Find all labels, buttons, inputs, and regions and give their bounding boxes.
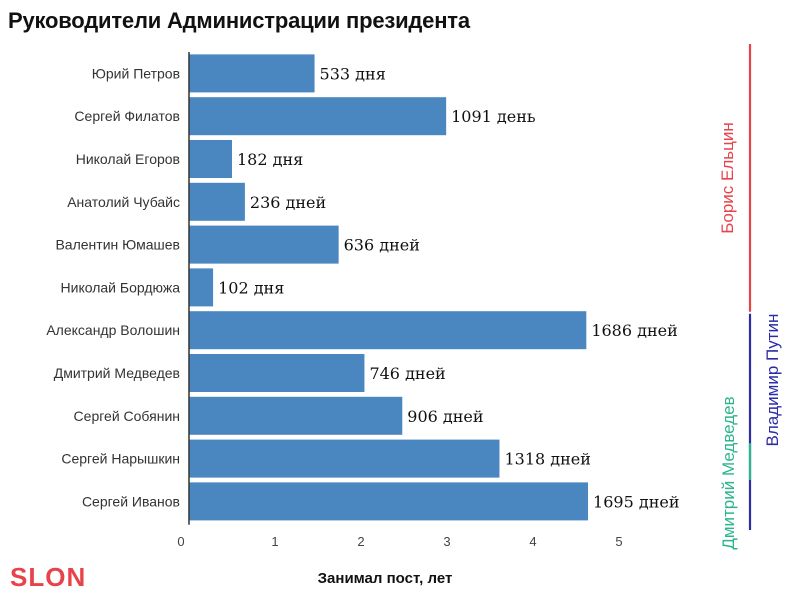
category-label: Анатолий Чубайс — [67, 194, 180, 210]
category-label: Юрий Петров — [92, 65, 180, 81]
chart-title: Руководители Администрации президента — [8, 8, 470, 33]
category-label: Сергей Собянин — [74, 408, 180, 424]
x-axis: 0 1 2 3 4 5 — [177, 52, 623, 549]
x-tick-label: 5 — [615, 534, 622, 549]
x-tick-label: 2 — [357, 534, 364, 549]
category-label: Николай Бордюжа — [61, 279, 181, 295]
bar — [189, 396, 403, 435]
value-label: 1695 дней — [593, 492, 679, 511]
x-axis-title: Занимал пост, лет — [318, 570, 453, 587]
value-label: 1686 дней — [591, 321, 677, 340]
value-label: 236 дней — [250, 193, 326, 212]
value-label: 906 дней — [407, 407, 483, 426]
period-label: Владимир Путин — [763, 314, 782, 447]
value-label: 533 дня — [320, 64, 386, 83]
category-label: Валентин Юмашев — [55, 237, 180, 253]
bar — [189, 97, 447, 136]
value-label: 1318 дней — [504, 450, 590, 469]
value-label: 182 дня — [237, 150, 303, 169]
bar — [189, 311, 587, 350]
bar — [189, 268, 214, 307]
x-tick-label: 1 — [271, 534, 278, 549]
bar — [189, 354, 365, 392]
category-label: Николай Егоров — [76, 151, 180, 167]
period-label: Дмитрий Медведев — [719, 396, 738, 549]
bar — [189, 54, 315, 93]
value-label: 636 дней — [344, 236, 420, 255]
category-label: Дмитрий Медведев — [54, 365, 180, 381]
category-label: Сергей Иванов — [82, 493, 180, 509]
presidency-periods: Борис Ельцин Владимир Путин Дмитрий Медвед… — [718, 44, 782, 550]
category-label: Александр Волошин — [46, 322, 180, 338]
x-tick-label: 4 — [529, 534, 536, 549]
category-label: Сергей Филатов — [74, 108, 180, 124]
x-tick-label: 0 — [177, 534, 184, 549]
value-label: 102 дня — [218, 278, 284, 297]
value-label: 1091 день — [451, 107, 536, 126]
period-label: Борис Ельцин — [718, 122, 737, 234]
category-label: Сергей Нарышкин — [61, 451, 180, 467]
slon-logo: SLON — [10, 562, 87, 592]
bars-layer: Юрий Петров 533 дня Сергей Филатов 1091 ден… — [46, 54, 679, 521]
bar — [189, 439, 500, 478]
value-label: 746 дней — [369, 364, 445, 383]
bar — [189, 140, 232, 178]
bar — [189, 482, 589, 521]
bar — [189, 182, 245, 221]
x-tick-label: 3 — [443, 534, 450, 549]
bar — [189, 225, 339, 264]
